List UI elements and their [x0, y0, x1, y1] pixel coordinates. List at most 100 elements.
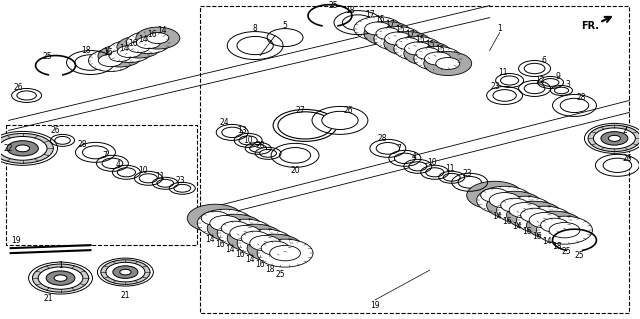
Ellipse shape: [222, 127, 243, 137]
Ellipse shape: [509, 203, 540, 218]
Text: 5: 5: [283, 21, 287, 30]
Ellipse shape: [542, 78, 559, 86]
Ellipse shape: [33, 264, 88, 292]
Text: 20: 20: [290, 166, 300, 175]
Text: FR.: FR.: [582, 21, 600, 31]
Text: 14: 14: [512, 222, 522, 231]
Ellipse shape: [404, 42, 431, 55]
Text: 14: 14: [157, 26, 166, 34]
Text: 10: 10: [427, 158, 436, 167]
Text: 7: 7: [396, 144, 401, 153]
Ellipse shape: [230, 226, 260, 241]
Text: 15: 15: [425, 40, 435, 49]
Ellipse shape: [210, 216, 241, 231]
Ellipse shape: [247, 234, 303, 262]
Ellipse shape: [0, 133, 53, 163]
Ellipse shape: [197, 209, 253, 237]
Ellipse shape: [467, 181, 523, 209]
Text: 16: 16: [532, 232, 541, 241]
Ellipse shape: [322, 111, 358, 130]
Ellipse shape: [414, 47, 461, 70]
Ellipse shape: [609, 135, 620, 141]
Ellipse shape: [354, 17, 402, 41]
Text: 16: 16: [522, 227, 531, 236]
Text: 25: 25: [275, 270, 285, 278]
Ellipse shape: [257, 239, 313, 267]
Text: 11: 11: [498, 68, 508, 77]
Ellipse shape: [436, 57, 460, 70]
Text: 11: 11: [156, 172, 165, 181]
Text: 27: 27: [295, 106, 305, 115]
Ellipse shape: [97, 258, 154, 286]
Ellipse shape: [376, 143, 399, 154]
Ellipse shape: [126, 32, 170, 54]
Ellipse shape: [404, 41, 452, 65]
Ellipse shape: [489, 193, 520, 208]
Ellipse shape: [88, 49, 132, 71]
Text: 19: 19: [11, 236, 20, 245]
Ellipse shape: [384, 32, 432, 56]
Ellipse shape: [477, 186, 532, 214]
Text: 8: 8: [253, 24, 257, 33]
Text: 23: 23: [463, 169, 472, 178]
Text: 14: 14: [492, 212, 502, 221]
Ellipse shape: [29, 262, 92, 294]
Ellipse shape: [46, 271, 75, 285]
Ellipse shape: [500, 76, 518, 85]
Ellipse shape: [237, 229, 293, 257]
Text: 16: 16: [216, 240, 225, 249]
Ellipse shape: [147, 33, 169, 44]
Ellipse shape: [188, 204, 243, 232]
Ellipse shape: [394, 37, 442, 61]
Ellipse shape: [424, 52, 451, 65]
Text: 18: 18: [266, 264, 275, 274]
Ellipse shape: [101, 260, 150, 285]
Text: 18: 18: [552, 242, 561, 251]
Ellipse shape: [554, 87, 569, 94]
Ellipse shape: [560, 98, 589, 113]
Text: 3: 3: [565, 80, 570, 89]
Text: 10: 10: [138, 166, 148, 175]
Ellipse shape: [250, 235, 280, 251]
Ellipse shape: [261, 241, 289, 255]
Ellipse shape: [593, 128, 636, 149]
Ellipse shape: [136, 27, 180, 49]
Ellipse shape: [15, 145, 29, 152]
Text: 10: 10: [243, 136, 253, 145]
Ellipse shape: [0, 137, 47, 160]
Ellipse shape: [117, 168, 136, 177]
Text: 28: 28: [77, 140, 87, 149]
Ellipse shape: [493, 90, 516, 101]
Ellipse shape: [260, 149, 276, 157]
Ellipse shape: [374, 26, 422, 50]
Text: 15: 15: [375, 15, 385, 24]
Text: 16: 16: [236, 250, 245, 259]
Text: 4: 4: [116, 160, 121, 169]
Text: 28: 28: [377, 134, 387, 143]
Text: 23: 23: [175, 176, 185, 185]
Ellipse shape: [444, 174, 460, 181]
Ellipse shape: [601, 132, 628, 145]
Text: 26: 26: [623, 154, 632, 163]
Ellipse shape: [497, 196, 552, 224]
Text: 16: 16: [129, 39, 138, 48]
Ellipse shape: [273, 109, 337, 141]
Text: 28: 28: [577, 93, 586, 102]
Ellipse shape: [98, 45, 142, 67]
Ellipse shape: [507, 201, 563, 229]
Ellipse shape: [416, 48, 440, 60]
Text: 22: 22: [4, 144, 13, 153]
Ellipse shape: [365, 22, 391, 35]
Ellipse shape: [250, 145, 266, 152]
Ellipse shape: [106, 262, 145, 282]
Text: 4: 4: [412, 152, 416, 161]
Text: 1: 1: [497, 24, 502, 33]
Ellipse shape: [83, 146, 108, 159]
Ellipse shape: [227, 224, 283, 252]
Text: 11: 11: [445, 164, 454, 173]
Text: 21: 21: [44, 293, 53, 302]
Ellipse shape: [113, 266, 138, 278]
Text: 12: 12: [535, 76, 544, 85]
Ellipse shape: [17, 91, 36, 100]
Text: 14: 14: [119, 44, 129, 53]
